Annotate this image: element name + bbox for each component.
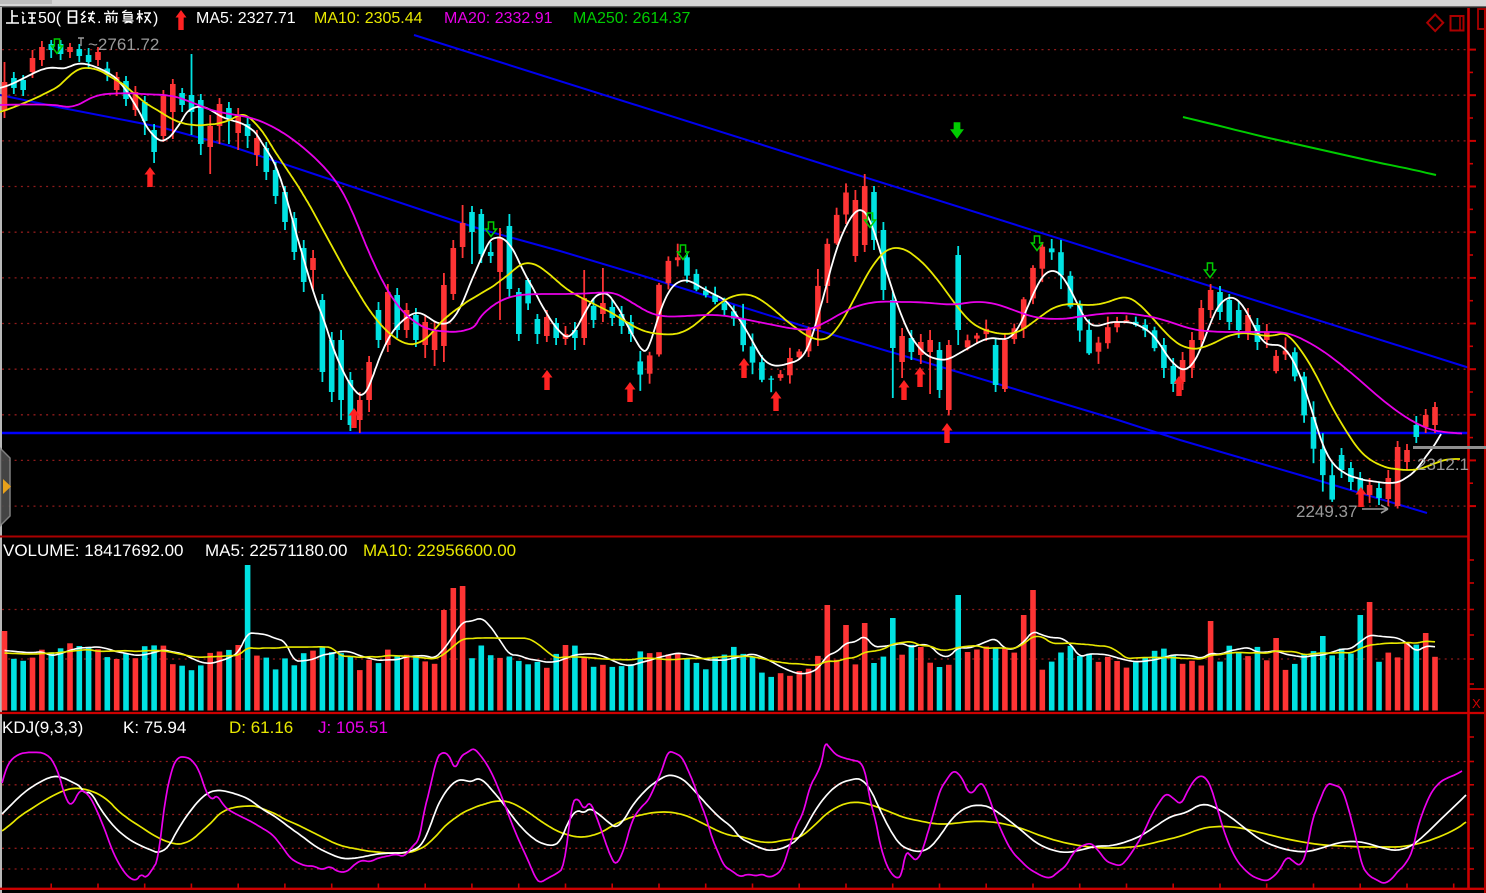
svg-text:KDJ(9,3,3): KDJ(9,3,3) <box>2 718 83 737</box>
svg-text:2249.37: 2249.37 <box>1296 502 1357 521</box>
svg-text:J: 105.51: J: 105.51 <box>318 718 388 737</box>
svg-text:MA5: 2327.71: MA5: 2327.71 <box>196 10 296 27</box>
svg-text:MA250: 2614.37: MA250: 2614.37 <box>573 10 691 27</box>
svg-text:2312.1: 2312.1 <box>1417 455 1469 474</box>
svg-text:50(: 50( <box>38 10 62 27</box>
svg-text:D: 61.16: D: 61.16 <box>229 718 293 737</box>
svg-text:K: 75.94: K: 75.94 <box>123 718 186 737</box>
svg-text:MA5: 22571180.00: MA5: 22571180.00 <box>205 541 347 560</box>
svg-text:MA20: 2332.91: MA20: 2332.91 <box>444 10 553 27</box>
svg-text:~2761.72: ~2761.72 <box>88 35 159 54</box>
svg-text:): ) <box>153 10 158 27</box>
svg-text:.: . <box>97 10 101 27</box>
svg-text:X: X <box>1472 696 1481 711</box>
svg-text:MA10: 22956600.00: MA10: 22956600.00 <box>363 541 516 560</box>
svg-text:VOLUME: 18417692.00: VOLUME: 18417692.00 <box>3 541 184 560</box>
svg-text:MA10: 2305.44: MA10: 2305.44 <box>314 10 423 27</box>
